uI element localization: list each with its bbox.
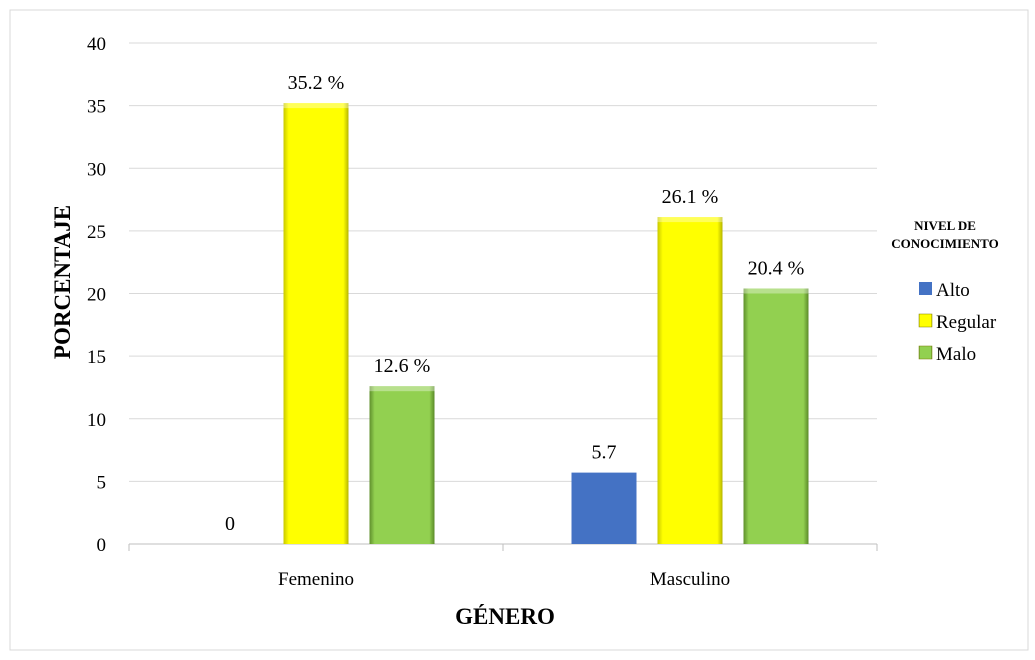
data-label-alto-femenino: 0 — [225, 513, 235, 535]
bar-layer — [283, 103, 809, 545]
data-label-regular-femenino: 35.2 % — [288, 72, 345, 94]
legend-swatch-alto — [919, 282, 932, 295]
y-tick-label: 40 — [87, 34, 106, 55]
legend: NIVEL DE CONOCIMIENTO Alto Regular Malo — [891, 218, 998, 365]
data-label-alto-masculino: 5.7 — [592, 442, 617, 464]
legend-swatch-regular — [918, 313, 933, 328]
y-axis-title: PORCENTAJE — [50, 205, 75, 359]
legend-label-alto: Alto — [936, 280, 970, 301]
y-tick-labels: 0 5 10 15 20 25 30 35 40 — [87, 34, 106, 556]
x-category-femenino: Femenino — [278, 569, 354, 590]
bar-bevel-malo-femenino — [369, 386, 435, 392]
data-label-regular-masculino: 26.1 % — [662, 186, 719, 208]
bar-bevel-malo-masculino — [743, 288, 809, 294]
y-tick-label: 25 — [87, 222, 106, 243]
y-tick-label: 0 — [97, 535, 107, 556]
y-tick-label: 30 — [87, 159, 106, 180]
bar-malo-masculino — [743, 288, 809, 544]
x-category-masculino: Masculino — [650, 569, 730, 590]
legend-title-line-2: CONOCIMIENTO — [891, 236, 998, 251]
y-tick-label: 20 — [87, 285, 106, 306]
data-label-malo-femenino: 12.6 % — [374, 355, 431, 377]
y-tick-label: 5 — [97, 472, 107, 493]
bar-bevel-regular-masculino — [657, 217, 723, 223]
bar-malo-femenino — [369, 386, 435, 544]
legend-items: Alto Regular Malo — [918, 280, 997, 365]
legend-label-malo: Malo — [936, 344, 976, 365]
legend-swatch-malo — [918, 345, 933, 360]
y-tick-label: 10 — [87, 410, 106, 431]
chart-border — [9, 9, 1029, 651]
legend-label-regular: Regular — [936, 312, 997, 333]
y-tick-label: 35 — [87, 97, 106, 118]
data-label-malo-masculino: 20.4 % — [748, 257, 805, 279]
data-labels: 0 35.2 % 12.6 % 5.7 26.1 % 20.4 % — [225, 72, 804, 535]
x-axis-title: GÉNERO — [455, 604, 555, 629]
bar-alto-masculino — [571, 472, 637, 544]
x-category-labels: Femenino Masculino — [278, 569, 730, 590]
legend-title-line-1: NIVEL DE — [914, 218, 976, 233]
bar-regular-masculino — [657, 217, 723, 544]
bar-bevel-regular-femenino — [283, 103, 349, 109]
bar-regular-femenino — [283, 103, 349, 545]
y-tick-label: 15 — [87, 347, 106, 368]
